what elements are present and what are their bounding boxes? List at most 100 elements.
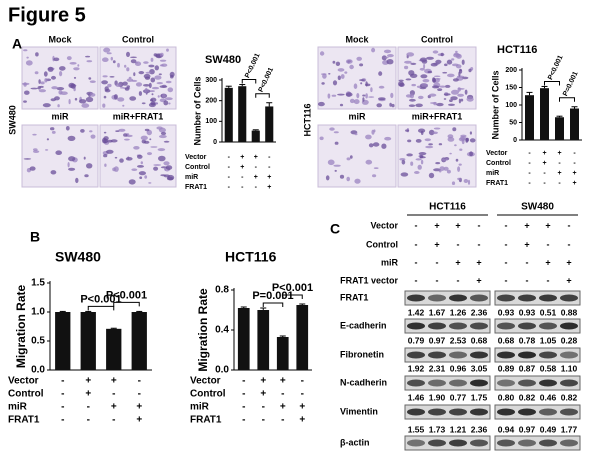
cell: [408, 104, 416, 107]
image-label: Mock: [345, 34, 369, 44]
image-label: Control: [122, 34, 154, 44]
cell: [159, 85, 168, 88]
cell: [381, 143, 387, 149]
band-ratio: 1.75: [471, 392, 488, 402]
condition-mark: +: [524, 239, 529, 249]
cell: [53, 57, 60, 62]
condition-mark: -: [543, 180, 546, 187]
bar: [251, 130, 260, 142]
cell: [407, 139, 412, 143]
condition-mark: +: [111, 376, 117, 387]
cell: [138, 91, 142, 96]
blot-band: [407, 439, 425, 447]
condition-mark: +: [267, 174, 271, 181]
condition-mark: -: [547, 239, 550, 249]
condition-mark: +: [572, 170, 576, 177]
blot-band: [428, 294, 446, 302]
condition-mark: +: [476, 275, 481, 285]
blot-band: [497, 408, 515, 416]
cell: [378, 97, 386, 101]
cell: [457, 177, 461, 181]
cell: [447, 73, 455, 78]
cell: [410, 73, 418, 79]
blot-strip: [404, 318, 491, 334]
condition-label: FRAT1: [8, 415, 40, 426]
cell: [442, 158, 449, 161]
cell: [35, 52, 39, 57]
cell: [51, 130, 56, 134]
blot-band: [497, 351, 515, 359]
cell: [50, 127, 55, 131]
cell: [149, 69, 155, 75]
cell: [457, 93, 464, 97]
condition-mark: +: [542, 150, 546, 157]
significance-bracket: [282, 294, 303, 299]
cell: [130, 59, 137, 64]
cell: [318, 101, 325, 107]
significance-bracket: [255, 93, 270, 98]
condition-mark: -: [255, 164, 258, 171]
blot-band: [497, 322, 515, 330]
cell: [335, 61, 341, 66]
band-ratio: 1.73: [429, 424, 446, 434]
band-ratio: 0.93: [519, 307, 536, 317]
y-tick-label: 0: [513, 137, 517, 144]
cell: [159, 134, 167, 139]
cell: [118, 128, 126, 132]
cell: [131, 79, 138, 82]
y-tick-label: 0.4: [215, 325, 229, 336]
condition-label: FRAT1: [486, 180, 508, 187]
cell: [428, 172, 435, 179]
cell: [444, 63, 448, 67]
condition-mark: +: [476, 257, 481, 267]
cell: [159, 64, 164, 67]
cell: [23, 158, 32, 160]
group-header: HCT116: [429, 202, 466, 213]
cell: [418, 95, 424, 100]
condition-mark: -: [112, 389, 115, 400]
cell: [419, 156, 426, 159]
cell: [145, 71, 152, 74]
band-ratio: 1.55: [408, 424, 425, 434]
bar: [525, 95, 534, 140]
cell: [466, 96, 474, 102]
condition-mark: +: [136, 415, 142, 426]
cell: [25, 60, 33, 66]
cell: [360, 82, 363, 85]
y-tick-label: 0.8: [215, 285, 229, 296]
cell: [436, 78, 441, 80]
condition-mark: +: [545, 220, 550, 230]
blot-band: [428, 351, 446, 359]
condition-mark: +: [85, 376, 91, 387]
image-label: miR: [348, 111, 366, 121]
condition-mark: +: [572, 180, 576, 187]
blot-band: [470, 408, 488, 416]
cell: [406, 153, 413, 157]
band-ratio: 2.36: [471, 424, 488, 434]
cell: [150, 146, 158, 148]
p-value: P<0.001: [547, 54, 564, 81]
blot-band: [539, 408, 557, 416]
cell: [51, 86, 58, 90]
cell: [349, 155, 353, 159]
bar: [540, 88, 549, 140]
cell: [86, 60, 93, 63]
cell: [451, 181, 456, 185]
y-tick-label: 0.0: [31, 365, 45, 376]
y-tick-label: 0: [213, 139, 217, 146]
band-ratio: 0.94: [498, 424, 515, 434]
cell: [154, 75, 162, 80]
cell: [144, 76, 151, 80]
band-ratio: 0.68: [498, 335, 515, 345]
cell: [45, 149, 49, 151]
cell: [446, 59, 453, 65]
cell: [443, 166, 449, 171]
cell: [423, 63, 426, 69]
side-label: HCT116: [302, 103, 312, 136]
cell: [349, 64, 354, 70]
condition-mark: +: [557, 150, 561, 157]
condition-mark: -: [457, 239, 460, 249]
band-ratio: 0.49: [540, 424, 557, 434]
blot-band: [560, 379, 578, 387]
cell: [418, 152, 427, 156]
